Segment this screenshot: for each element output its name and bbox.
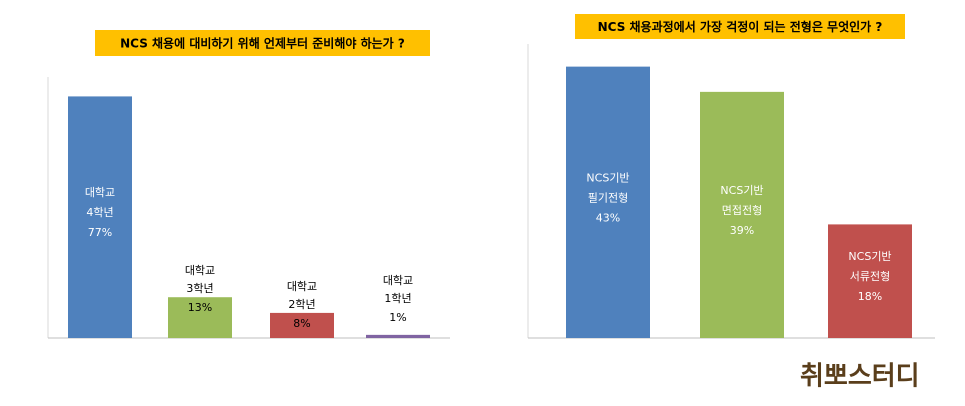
value-label: 77% (88, 226, 112, 239)
chart-title: NCS 채용에 대비하기 위해 언제부터 준비해야 하는가 ? (120, 36, 405, 51)
category-label: 1학년 (384, 292, 411, 305)
value-label: 13% (188, 301, 212, 314)
bar (168, 297, 232, 338)
bar (700, 91, 784, 338)
category-label: 2학년 (288, 298, 315, 311)
category-label: NCS기반 (586, 171, 629, 184)
bar (270, 312, 334, 338)
category-label: 대학교 (287, 280, 317, 293)
category-label: 필기전형 (588, 191, 628, 204)
category-label: NCS기반 (848, 250, 891, 263)
category-label: 대학교 (85, 186, 115, 199)
value-label: 1% (389, 311, 406, 324)
logo: 취뽀스터디 (800, 362, 920, 392)
value-label: 8% (293, 317, 310, 330)
category-label: 면접전형 (722, 204, 762, 217)
category-label: 대학교 (383, 274, 413, 287)
category-label: NCS기반 (720, 184, 763, 197)
value-label: 18% (858, 290, 882, 303)
bar (828, 224, 912, 338)
title-background (95, 30, 430, 56)
chart-title: NCS 채용과정에서 가장 걱정이 되는 전형은 무엇인가 ? (598, 19, 883, 34)
category-label: 대학교 (185, 264, 215, 277)
category-label: 서류전형 (850, 270, 890, 283)
category-label: 4학년 (86, 206, 113, 219)
value-label: 43% (596, 211, 620, 224)
bar (366, 334, 430, 338)
title-background (575, 14, 905, 39)
bar (566, 66, 650, 338)
category-label: 3학년 (186, 282, 213, 295)
bar (68, 96, 132, 338)
value-label: 39% (730, 224, 754, 237)
